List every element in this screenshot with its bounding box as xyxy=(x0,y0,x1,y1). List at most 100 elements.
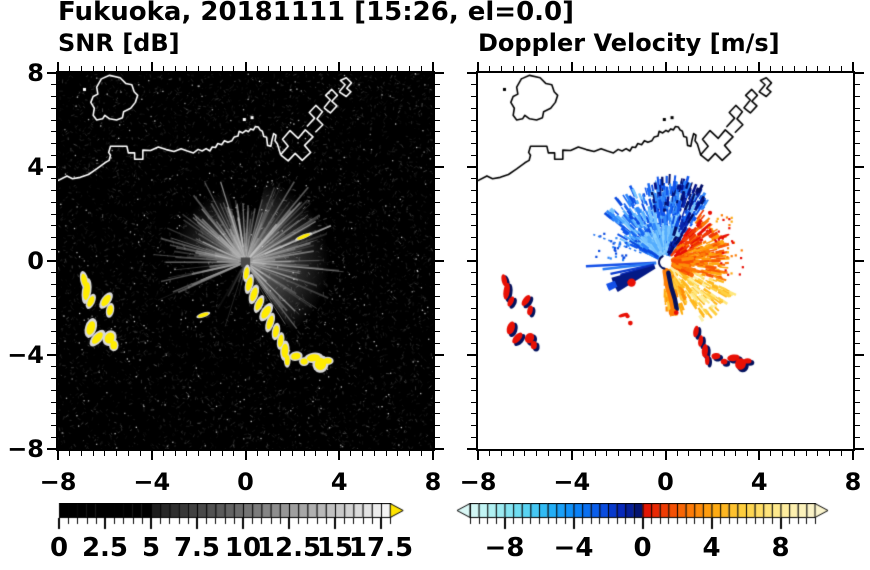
axis-tick xyxy=(69,66,71,71)
axis-tick xyxy=(69,451,71,456)
colorbar-tick-label: −8 xyxy=(484,533,525,563)
axis-tick xyxy=(489,66,491,71)
axis-tick xyxy=(467,448,476,450)
axis-tick xyxy=(435,401,440,403)
axis-tick xyxy=(221,451,223,456)
y-tick-label: 8 xyxy=(27,59,44,87)
axis-tick xyxy=(47,166,56,168)
axis-tick xyxy=(618,66,620,71)
axis-tick xyxy=(471,295,476,297)
axis-tick xyxy=(770,451,772,456)
axis-tick xyxy=(471,119,476,121)
axis-tick xyxy=(397,451,399,456)
axis-tick xyxy=(139,451,141,456)
axis-tick xyxy=(51,84,56,86)
axis-tick xyxy=(477,62,479,71)
axis-tick xyxy=(688,451,690,456)
axis-tick xyxy=(268,66,270,71)
axis-tick xyxy=(536,66,538,71)
axis-tick xyxy=(855,260,864,262)
axis-tick xyxy=(594,451,596,456)
axis-tick xyxy=(500,451,502,456)
axis-tick xyxy=(855,331,860,332)
axis-tick xyxy=(489,451,491,456)
axis-tick xyxy=(570,451,573,460)
axis-tick xyxy=(409,451,411,456)
axis-tick xyxy=(711,66,713,71)
axis-tick xyxy=(852,451,854,460)
x-tick-label: 0 xyxy=(657,468,674,496)
axis-tick xyxy=(435,307,440,309)
axis-tick xyxy=(471,154,476,156)
axis-tick xyxy=(244,451,247,460)
axis-tick xyxy=(606,66,608,71)
axis-tick xyxy=(51,154,56,156)
axis-tick xyxy=(162,451,164,456)
axis-tick xyxy=(256,451,258,456)
axis-tick xyxy=(435,84,440,86)
axis-tick xyxy=(162,66,164,71)
axis-tick xyxy=(471,201,476,203)
colorbar-tick-label: 2.5 xyxy=(81,533,129,563)
colorbar-tick-label: 0 xyxy=(49,533,69,563)
axis-tick xyxy=(547,451,549,456)
axis-tick xyxy=(116,451,118,456)
axis-tick xyxy=(338,451,341,460)
colorbar-tick-label: 7.5 xyxy=(173,533,221,563)
axis-tick xyxy=(92,66,94,71)
axis-tick xyxy=(467,166,476,168)
axis-tick xyxy=(303,66,305,71)
axis-tick xyxy=(435,354,444,356)
axis-tick xyxy=(51,401,56,403)
axis-tick xyxy=(57,451,59,460)
y-tick-label: 4 xyxy=(27,153,44,181)
axis-tick xyxy=(51,366,56,368)
axis-tick xyxy=(51,107,56,109)
axis-tick xyxy=(51,378,56,379)
axis-tick xyxy=(51,284,56,285)
axis-tick xyxy=(855,436,860,438)
axis-tick xyxy=(127,66,129,71)
axis-tick xyxy=(435,378,440,379)
axis-tick xyxy=(435,119,440,121)
axis-tick xyxy=(855,319,860,321)
x-tick-label: −4 xyxy=(133,468,171,496)
y-tick-label: 0 xyxy=(27,247,44,275)
axis-tick xyxy=(435,448,444,450)
axis-tick xyxy=(855,72,864,74)
axis-tick xyxy=(435,436,440,438)
axis-tick xyxy=(57,62,59,71)
axis-tick xyxy=(432,451,434,460)
axis-tick xyxy=(855,131,860,133)
axis-tick xyxy=(641,66,643,71)
axis-tick xyxy=(805,451,807,456)
axis-tick xyxy=(47,448,56,450)
axis-tick xyxy=(852,62,854,71)
axis-tick xyxy=(855,201,860,203)
axis-tick xyxy=(747,451,749,456)
axis-tick xyxy=(435,166,444,168)
colorbar-tick-label: 12.5 xyxy=(256,533,322,563)
axis-tick xyxy=(855,166,864,168)
snr-plot-canvas xyxy=(58,73,433,449)
axis-tick xyxy=(420,66,422,71)
axis-tick xyxy=(280,66,282,71)
x-tick-label: 4 xyxy=(750,468,768,496)
axis-tick xyxy=(435,225,440,227)
axis-tick xyxy=(471,342,476,344)
y-tick-label: −8 xyxy=(7,435,44,463)
axis-tick xyxy=(198,66,200,71)
axis-tick xyxy=(221,66,223,71)
axis-tick xyxy=(51,201,56,203)
axis-tick xyxy=(435,107,440,109)
axis-tick xyxy=(471,307,476,309)
axis-tick xyxy=(350,66,352,71)
axis-tick xyxy=(758,451,761,460)
axis-tick xyxy=(435,201,440,203)
axis-tick xyxy=(51,248,56,250)
axis-tick xyxy=(782,451,784,456)
colorbar-tick-label: −4 xyxy=(553,533,594,563)
axis-tick xyxy=(432,62,434,71)
axis-tick xyxy=(186,66,188,71)
axis-tick xyxy=(629,66,631,71)
